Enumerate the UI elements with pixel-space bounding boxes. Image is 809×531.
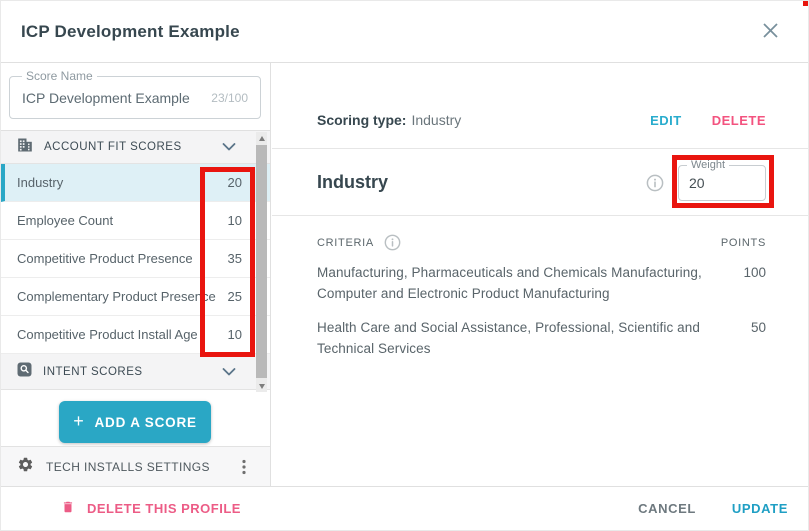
scoring-type-value: Industry bbox=[411, 112, 462, 128]
criteria-row: Health Care and Social Assistance, Profe… bbox=[317, 317, 766, 359]
chevron-down-icon bbox=[222, 367, 236, 376]
score-row-value: 35 bbox=[227, 251, 242, 266]
score-detail-panel: Scoring type: Industry EDIT DELETE Indus… bbox=[272, 63, 808, 486]
weight-value: 20 bbox=[689, 174, 705, 191]
delete-link[interactable]: DELETE bbox=[711, 113, 766, 128]
score-row-value: 10 bbox=[227, 327, 242, 342]
scrollbar-thumb[interactable] bbox=[256, 145, 267, 378]
score-row-value: 20 bbox=[227, 175, 242, 190]
score-name-input[interactable]: Score Name ICP Development Example 23/10… bbox=[9, 69, 261, 119]
sidebar-scrollbar[interactable] bbox=[256, 132, 267, 392]
criteria-info-icon[interactable] bbox=[384, 234, 401, 251]
scoring-type-row: Scoring type: Industry EDIT DELETE bbox=[272, 63, 808, 149]
dialog-title: ICP Development Example bbox=[21, 22, 240, 41]
add-score-label: ADD A SCORE bbox=[94, 414, 197, 430]
score-heading: Industry bbox=[317, 172, 389, 192]
criteria-points: 50 bbox=[750, 320, 766, 335]
scrollbar-up-arrow[interactable] bbox=[256, 132, 267, 144]
score-row-industry[interactable]: Industry 20 bbox=[1, 164, 270, 202]
criteria-points: 100 bbox=[743, 265, 766, 280]
scoring-type-label: Scoring type: bbox=[317, 112, 407, 128]
score-row-value: 25 bbox=[227, 289, 242, 304]
score-row-complementary-product-presence[interactable]: Complementary Product Presence 25 bbox=[1, 278, 270, 316]
section-account-fit-scores[interactable]: ACCOUNT FIT SCORES bbox=[1, 131, 270, 164]
score-heading-row: Industry Weight 20 bbox=[272, 150, 808, 216]
close-icon bbox=[762, 22, 779, 44]
score-row-label: Complementary Product Presence bbox=[17, 289, 216, 304]
edit-link[interactable]: EDIT bbox=[650, 113, 682, 128]
gear-icon bbox=[17, 456, 34, 478]
points-header: POINTS bbox=[720, 236, 766, 249]
criteria-header-row: CRITERIA POINTS bbox=[272, 234, 808, 251]
criteria-text: Health Care and Social Assistance, Profe… bbox=[317, 320, 701, 356]
info-icon[interactable] bbox=[646, 174, 664, 192]
dialog-footer: DELETE THIS PROFILE CANCEL UPDATE bbox=[1, 486, 808, 530]
dialog-header: ICP Development Example bbox=[1, 1, 808, 63]
score-row-label: Competitive Product Install Age bbox=[17, 327, 198, 342]
score-row-competitive-product-presence[interactable]: Competitive Product Presence 35 bbox=[1, 240, 270, 278]
score-row-competitive-product-install-age[interactable]: Competitive Product Install Age 10 bbox=[1, 316, 270, 354]
kebab-menu-icon[interactable] bbox=[240, 457, 248, 477]
cancel-button[interactable]: CANCEL bbox=[638, 501, 696, 516]
scrollbar-down-arrow[interactable] bbox=[256, 380, 267, 392]
section-intent-scores[interactable]: INTENT SCORES bbox=[1, 354, 270, 390]
section-label-intent: INTENT SCORES bbox=[43, 365, 143, 378]
trash-icon bbox=[61, 499, 75, 518]
update-button[interactable]: UPDATE bbox=[731, 501, 788, 516]
section-label-account-fit: ACCOUNT FIT SCORES bbox=[44, 141, 182, 153]
footer-actions: CANCEL UPDATE bbox=[638, 501, 788, 516]
score-name-char-counter: 23/100 bbox=[211, 90, 248, 105]
building-icon bbox=[17, 137, 33, 158]
criteria-header: CRITERIA bbox=[317, 236, 374, 249]
plus-icon: + bbox=[73, 410, 85, 431]
chevron-down-icon bbox=[222, 143, 236, 151]
tech-installs-settings[interactable]: TECH INSTALLS SETTINGS bbox=[1, 446, 270, 486]
close-button[interactable] bbox=[760, 23, 780, 43]
score-row-label: Industry bbox=[17, 175, 64, 190]
sidebar: Score Name ICP Development Example 23/10… bbox=[1, 63, 271, 486]
delete-profile-label: DELETE THIS PROFILE bbox=[87, 501, 241, 516]
intent-search-icon bbox=[17, 362, 32, 382]
screenshot-corner-artifact bbox=[803, 1, 808, 6]
score-name-value: ICP Development Example bbox=[22, 89, 190, 106]
criteria-row: Manufacturing, Pharmaceuticals and Chemi… bbox=[317, 262, 766, 304]
score-row-employee-count[interactable]: Employee Count 10 bbox=[1, 202, 270, 240]
tech-installs-label: TECH INSTALLS SETTINGS bbox=[46, 459, 210, 474]
criteria-text: Manufacturing, Pharmaceuticals and Chemi… bbox=[317, 265, 702, 301]
score-name-section: Score Name ICP Development Example 23/10… bbox=[1, 63, 270, 131]
score-row-label: Employee Count bbox=[17, 213, 114, 228]
weight-label: Weight bbox=[687, 158, 730, 171]
delete-profile-button[interactable]: DELETE THIS PROFILE bbox=[49, 499, 241, 518]
score-row-value: 10 bbox=[227, 213, 242, 228]
score-name-label: Score Name bbox=[22, 69, 97, 83]
add-score-button[interactable]: + ADD A SCORE bbox=[59, 401, 211, 443]
criteria-list: Manufacturing, Pharmaceuticals and Chemi… bbox=[317, 262, 766, 359]
score-row-label: Competitive Product Presence bbox=[17, 251, 193, 266]
weight-input[interactable]: Weight 20 bbox=[678, 158, 766, 201]
